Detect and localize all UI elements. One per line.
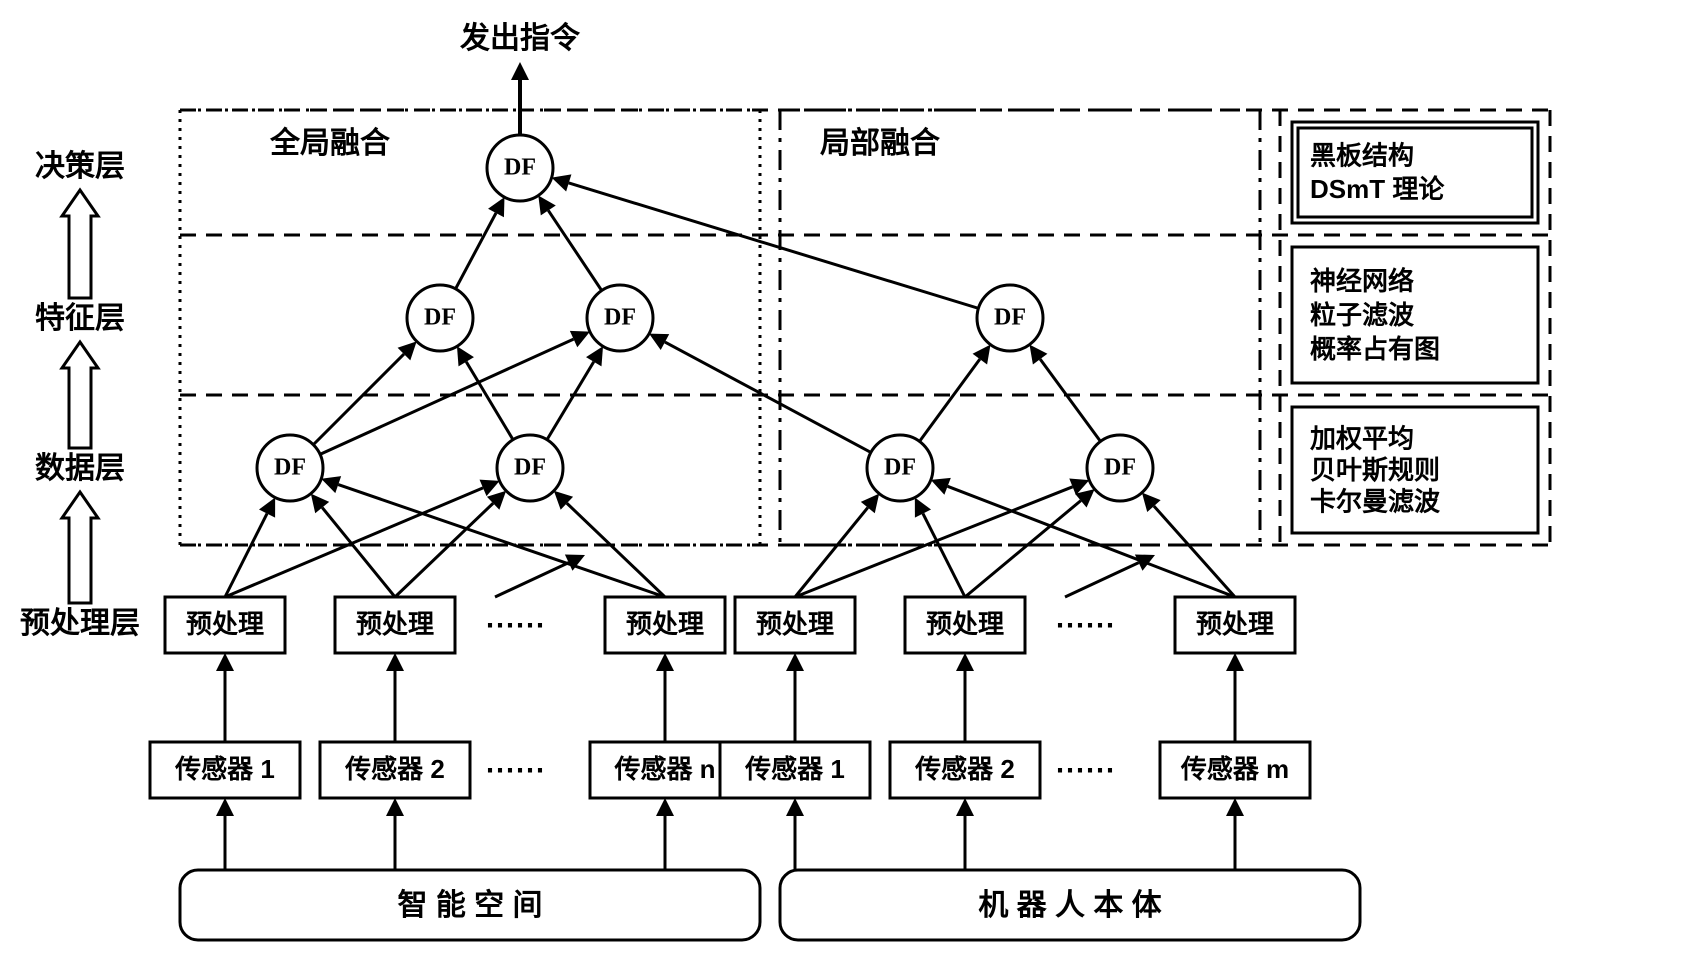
svg-text:卡尔曼滤波: 卡尔曼滤波 <box>1310 486 1441 516</box>
svg-text:传感器 1: 传感器 1 <box>744 754 845 784</box>
svg-text:传感器 2: 传感器 2 <box>914 754 1015 784</box>
svg-text:DF: DF <box>884 455 916 481</box>
svg-text:加权平均: 加权平均 <box>1310 423 1414 453</box>
svg-text:黑板结构: 黑板结构 <box>1310 141 1414 171</box>
svg-text:智 能 空 间: 智 能 空 间 <box>397 889 542 922</box>
svg-text:传感器 1: 传感器 1 <box>174 754 275 784</box>
svg-text:数据层: 数据层 <box>35 452 125 485</box>
svg-text:决策层: 决策层 <box>35 149 125 183</box>
svg-text:机 器 人 本 体: 机 器 人 本 体 <box>978 889 1162 922</box>
svg-text:预处理: 预处理 <box>356 609 434 639</box>
svg-text:传感器 2: 传感器 2 <box>344 754 445 784</box>
svg-text:⋯⋯: ⋯⋯ <box>485 754 545 787</box>
svg-text:⋯⋯: ⋯⋯ <box>1055 754 1115 787</box>
svg-text:DF: DF <box>504 155 536 181</box>
svg-text:预处理层: 预处理层 <box>20 607 140 640</box>
svg-text:概率占有图: 概率占有图 <box>1310 334 1440 364</box>
svg-text:⋯⋯: ⋯⋯ <box>485 609 545 642</box>
svg-text:DF: DF <box>604 305 636 331</box>
svg-text:预处理: 预处理 <box>1196 609 1274 639</box>
svg-text:DSmT 理论: DSmT 理论 <box>1310 174 1445 204</box>
svg-text:⋯⋯: ⋯⋯ <box>1055 609 1115 642</box>
svg-text:传感器 m: 传感器 m <box>1180 754 1289 784</box>
svg-text:预处理: 预处理 <box>926 609 1004 639</box>
svg-text:神经网络: 神经网络 <box>1310 266 1414 296</box>
svg-text:预处理: 预处理 <box>626 609 704 639</box>
svg-text:DF: DF <box>424 305 456 331</box>
svg-text:DF: DF <box>274 455 306 481</box>
svg-text:局部融合: 局部融合 <box>820 126 940 160</box>
svg-text:发出指令: 发出指令 <box>459 21 581 55</box>
svg-text:DF: DF <box>994 305 1026 331</box>
svg-text:传感器 n: 传感器 n <box>613 754 715 784</box>
svg-text:特征层: 特征层 <box>35 302 125 335</box>
svg-text:DF: DF <box>514 455 546 481</box>
fusion-architecture-diagram: 发出指令全局融合 局部融合 黑板结构DSmT 理论神经网络粒子滤波概率占有图加权平均… <box>0 0 1693 978</box>
svg-text:DF: DF <box>1104 455 1136 481</box>
svg-text:预处理: 预处理 <box>756 609 834 639</box>
svg-text:全局融合: 全局融合 <box>269 126 390 160</box>
svg-text:预处理: 预处理 <box>186 609 264 639</box>
svg-text:贝叶斯规则: 贝叶斯规则 <box>1310 455 1440 485</box>
svg-text:粒子滤波: 粒子滤波 <box>1310 300 1415 330</box>
